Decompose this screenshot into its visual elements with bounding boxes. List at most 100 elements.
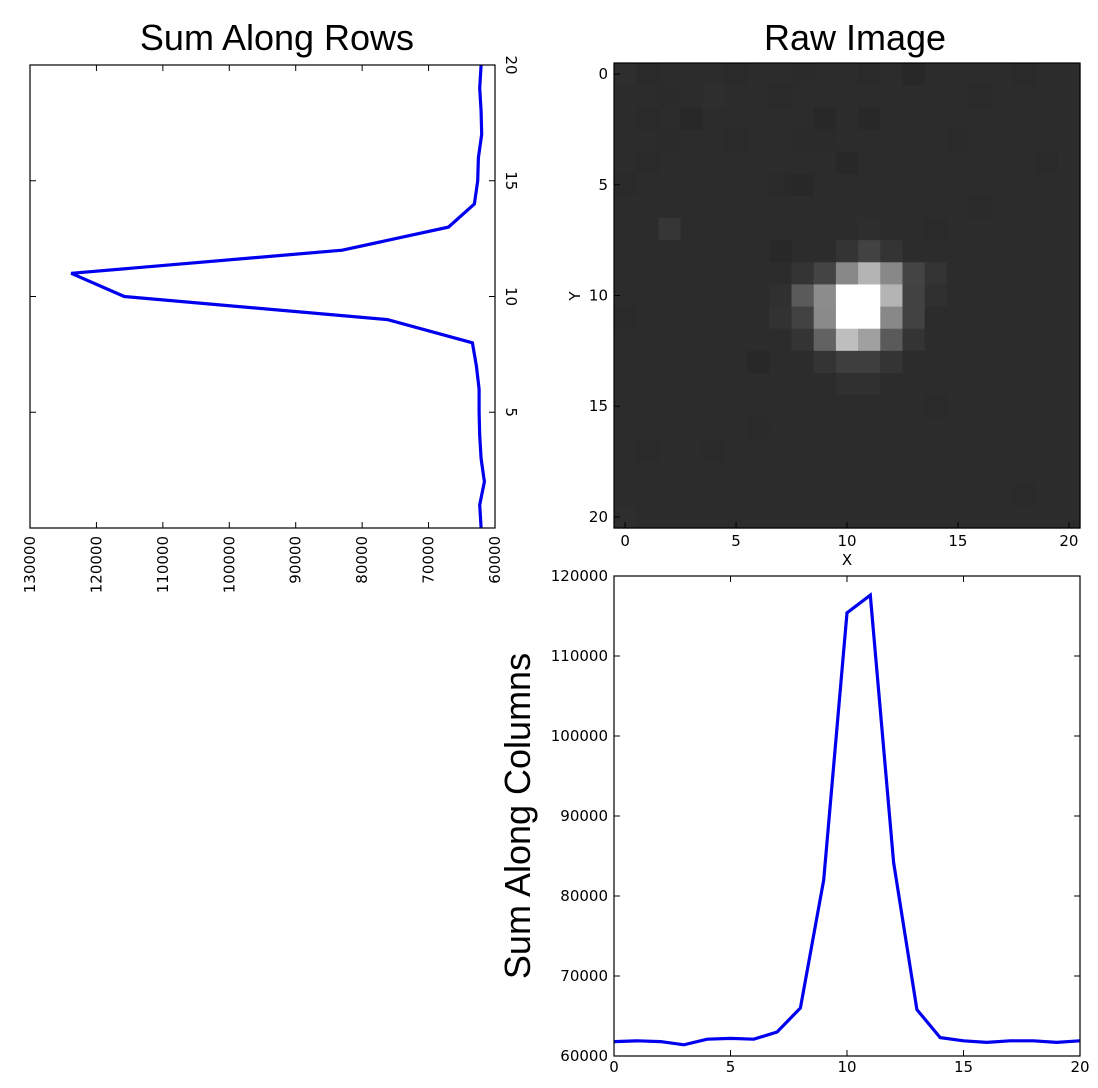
image-pixel	[636, 129, 659, 153]
image-pixel	[880, 373, 904, 396]
image-pixel	[1035, 395, 1059, 418]
image-pixel	[614, 461, 637, 485]
image-pixel	[991, 107, 1015, 131]
image-pixel	[680, 284, 704, 308]
image-pixel	[702, 395, 726, 418]
image-pixel	[791, 395, 815, 418]
image-pixel	[702, 151, 726, 175]
image-pixel	[1013, 373, 1037, 396]
image-pixel	[1013, 240, 1037, 263]
image-pixel	[614, 240, 637, 263]
image-pixel	[658, 483, 682, 507]
cols-x-tick-label: 10	[837, 1058, 856, 1076]
image-pixel	[880, 151, 904, 175]
image-pixel	[858, 439, 881, 463]
image-pixel	[747, 461, 770, 485]
image-pixel	[835, 85, 859, 108]
image-pixel	[969, 461, 992, 485]
image-pixel	[658, 373, 682, 396]
image-pixel	[658, 306, 682, 330]
image-pixel	[858, 85, 881, 108]
image-pixel	[835, 218, 859, 241]
image-pixel	[813, 439, 837, 463]
image-pixel	[969, 373, 992, 396]
image-pixel	[902, 373, 926, 396]
image-pixel	[1057, 417, 1081, 441]
image-pixel	[680, 129, 704, 153]
image-pixel	[680, 306, 704, 330]
image-pixel	[858, 240, 881, 263]
image-pixel	[924, 129, 948, 153]
image-pixel	[724, 417, 748, 441]
image-y-tick-label: 5	[598, 176, 608, 194]
image-y-tick-label: 15	[589, 397, 608, 415]
image-pixel	[924, 240, 948, 263]
image-pixel	[1057, 262, 1081, 286]
image-pixel	[880, 395, 904, 418]
image-pixel	[1013, 218, 1037, 241]
image-pixel	[791, 173, 815, 197]
image-pixel	[858, 461, 881, 485]
image-pixel	[969, 483, 992, 507]
image-pixel	[747, 195, 770, 219]
image-pixel	[791, 417, 815, 441]
image-x-tick-label: 5	[731, 532, 741, 550]
image-pixel	[614, 328, 637, 352]
image-pixel	[813, 306, 837, 330]
image-pixel	[902, 350, 926, 374]
image-pixel	[902, 218, 926, 241]
image-pixel	[702, 461, 726, 485]
image-pixel	[680, 151, 704, 175]
image-pixel	[724, 129, 748, 153]
image-pixel	[902, 240, 926, 263]
cols-x-tick-label: 20	[1070, 1058, 1089, 1076]
image-pixel	[835, 505, 859, 529]
image-pixel	[835, 439, 859, 463]
image-pixel	[636, 306, 659, 330]
image-pixel	[791, 284, 815, 308]
rows-value-tick-label: 120000	[87, 536, 105, 593]
image-pixel	[813, 240, 837, 263]
image-pixel	[636, 195, 659, 219]
image-pixel	[902, 107, 926, 131]
image-pixel	[702, 439, 726, 463]
image-pixel	[614, 284, 637, 308]
rows-value-tick-label: 60000	[486, 536, 504, 584]
image-pixel	[680, 439, 704, 463]
image-pixel	[946, 262, 970, 286]
rows-value-tick-label: 130000	[21, 536, 39, 593]
image-pixel	[969, 350, 992, 374]
image-pixel	[1035, 85, 1059, 108]
image-pixel	[769, 417, 793, 441]
image-pixel	[769, 284, 793, 308]
image-pixel	[858, 218, 881, 241]
image-pixel	[1057, 306, 1081, 330]
image-pixel	[636, 63, 659, 86]
image-ylabel: Y	[566, 291, 584, 302]
image-pixel	[924, 63, 948, 86]
image-pixel	[791, 262, 815, 286]
image-pixel	[835, 262, 859, 286]
image-pixel	[724, 439, 748, 463]
image-pixel	[813, 262, 837, 286]
image-pixel	[747, 350, 770, 374]
image-pixel	[969, 505, 992, 529]
image-pixel	[769, 505, 793, 529]
image-pixel	[614, 373, 637, 396]
image-pixel	[835, 328, 859, 352]
image-pixel	[946, 151, 970, 175]
image-pixel	[658, 85, 682, 108]
image-pixel	[636, 505, 659, 529]
image-pixel	[924, 350, 948, 374]
image-pixel	[991, 284, 1015, 308]
image-pixel	[791, 107, 815, 131]
image-pixel	[636, 350, 659, 374]
image-pixel	[835, 195, 859, 219]
image-pixel	[813, 461, 837, 485]
image-pixel	[969, 218, 992, 241]
image-ticks: 0 5 10 15 20 0 5 10 15 20	[589, 65, 1079, 550]
image-pixel	[636, 262, 659, 286]
image-pixel	[1057, 63, 1081, 86]
image-pixel	[680, 373, 704, 396]
image-pixel	[880, 85, 904, 108]
